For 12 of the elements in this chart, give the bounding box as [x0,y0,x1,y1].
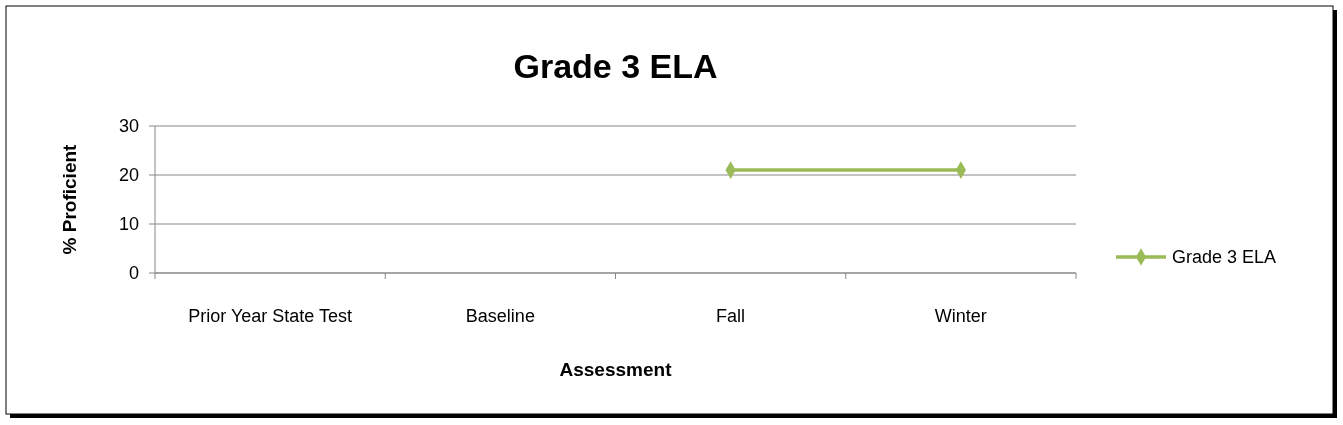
y-tick-label: 30 [118,116,139,137]
chart-title: Grade 3 ELA [513,47,718,85]
x-tick-label: Winter [934,306,987,326]
legend-label: Grade 3 ELA [1172,247,1277,268]
x-tick-label: Fall [716,306,746,326]
x-tick-label: Prior Year State Test [188,306,353,326]
x-axis-title: Assessment [559,359,673,380]
y-tick-label: 0 [128,263,139,284]
x-tick-label: Baseline [465,306,535,326]
y-tick-label: 10 [118,214,139,235]
y-tick-label: 20 [118,165,139,186]
y-axis-title: % Proficient [59,143,80,255]
